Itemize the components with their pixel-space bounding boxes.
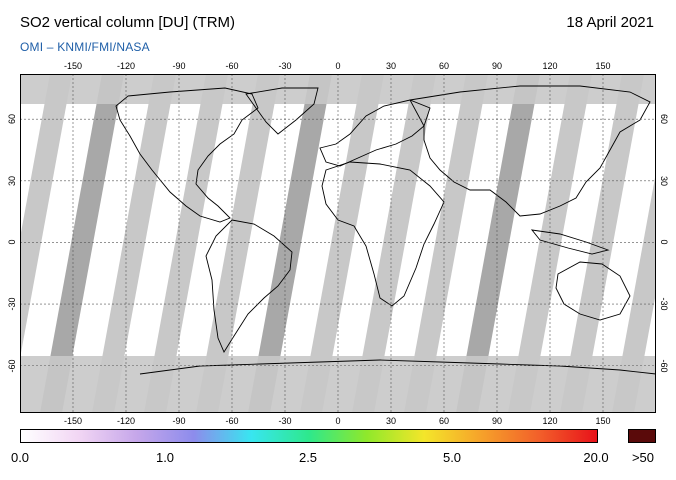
- orbit-swaths: [20, 74, 656, 413]
- lon-tick-bottom: -30: [278, 416, 292, 426]
- orbit-swath: [92, 74, 176, 413]
- map-frame: [20, 74, 656, 413]
- lat-tick-left: 0: [7, 239, 17, 245]
- orbit-swath: [352, 74, 436, 413]
- colorbar-label-2: 2.5: [298, 450, 318, 465]
- lon-tick-bottom: -60: [225, 416, 239, 426]
- lon-tick-bottom: -120: [116, 416, 136, 426]
- coast-australia: [555, 261, 631, 321]
- lat-tick-right: -30: [659, 297, 669, 311]
- coast-south-america: [205, 219, 293, 353]
- lon-tick-bottom: 120: [542, 416, 558, 426]
- lon-tick-top: 60: [438, 61, 450, 71]
- lon-tick-top: -60: [225, 61, 239, 71]
- lon-tick-bottom: -150: [63, 416, 83, 426]
- orbit-swath: [456, 74, 540, 413]
- lon-tick-top: -150: [63, 61, 83, 71]
- antarctic-no-data: [20, 356, 656, 413]
- orbit-swath: [40, 74, 124, 413]
- lon-tick-bottom: 150: [595, 416, 611, 426]
- coastlines: [115, 85, 656, 375]
- lat-tick-right: 30: [659, 175, 669, 186]
- colorbar-label-3: 5.0: [442, 450, 462, 465]
- coast-greenland: [245, 87, 319, 135]
- lon-tick-top: 30: [385, 61, 397, 71]
- lon-tick-top: -120: [116, 61, 136, 71]
- map-date: 18 April 2021: [566, 14, 654, 31]
- orbit-swath: [144, 74, 228, 413]
- coast-indonesia: [530, 229, 610, 255]
- lon-tick-top: -90: [172, 61, 186, 71]
- lat-tick-right: 0: [659, 239, 669, 245]
- lon-tick-top: -30: [278, 61, 292, 71]
- colorbar-label-0: 0.0: [10, 450, 30, 465]
- orbit-swath: [612, 172, 656, 413]
- orbit-swath: [20, 74, 72, 359]
- orbit-swath: [248, 74, 332, 413]
- lat-tick-left: 60: [7, 114, 17, 125]
- colorbar-label-1: 1.0: [155, 450, 175, 465]
- lon-tick-bottom: 90: [491, 416, 503, 426]
- lon-tick-top: 90: [491, 61, 503, 71]
- lon-tick-top: 120: [542, 61, 558, 71]
- lat-tick-left: -30: [7, 297, 17, 311]
- coast-antarctica: [139, 359, 656, 375]
- colorbar: [20, 429, 598, 443]
- coast-asia: [409, 85, 651, 217]
- lon-tick-bottom: 0: [335, 416, 341, 426]
- orbit-swath: [560, 74, 644, 413]
- lon-tick-top: 150: [595, 61, 611, 71]
- lat-tick-right: 60: [659, 114, 669, 125]
- lon-tick-bottom: 30: [385, 416, 397, 426]
- so2-map: [20, 74, 656, 413]
- orbit-swath: [300, 74, 384, 413]
- lat-tick-right: -60: [659, 359, 669, 373]
- map-title: SO2 vertical column [DU] (TRM): [20, 14, 236, 31]
- colorbar-label-5: >50: [631, 450, 655, 465]
- lat-lon-grid: [20, 74, 656, 413]
- colorbar-label-4: 20.0: [583, 450, 609, 465]
- coast-north-america: [115, 87, 259, 223]
- lat-tick-left: 30: [7, 175, 17, 186]
- orbit-swath: [404, 74, 488, 413]
- lon-tick-bottom: 60: [438, 416, 450, 426]
- lon-tick-top: 0: [335, 61, 341, 71]
- lon-tick-bottom: -90: [172, 416, 186, 426]
- lat-tick-left: -60: [7, 359, 17, 373]
- colorbar-overflow-box: [628, 429, 656, 443]
- data-credit: OMI – KNMI/FMI/NASA: [20, 40, 150, 54]
